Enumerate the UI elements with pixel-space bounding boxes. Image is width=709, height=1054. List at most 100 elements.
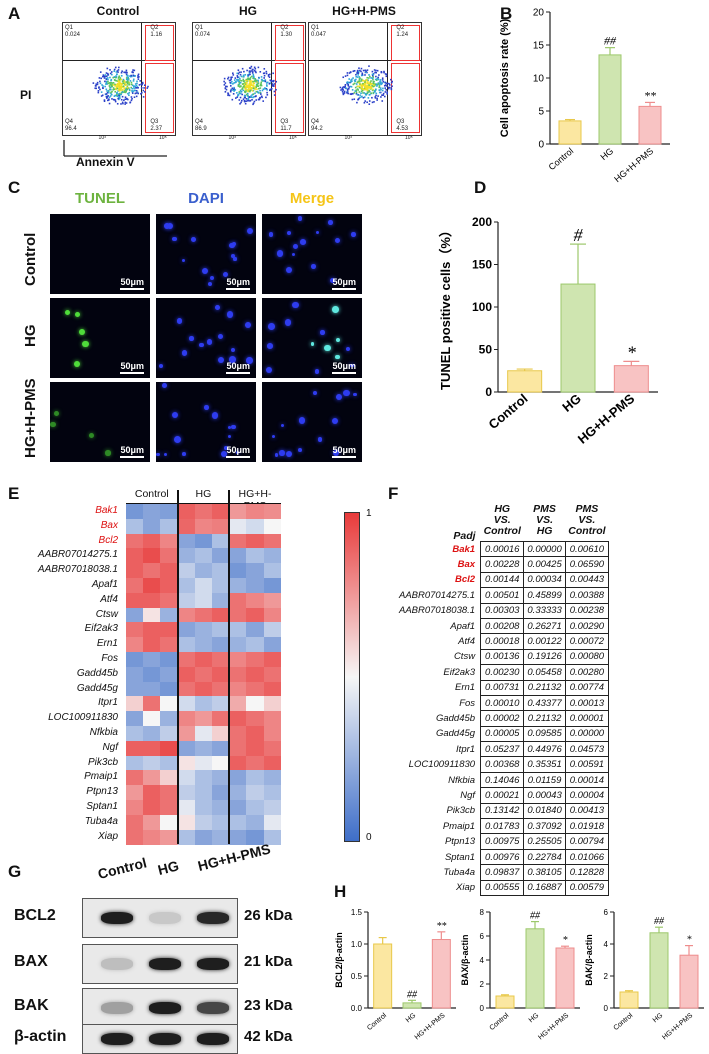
padj-value: 0.00555 (480, 879, 525, 896)
heatmap-cell (212, 592, 230, 608)
flow-gate-q2 (390, 25, 420, 61)
scalebar: 50μm (332, 445, 356, 458)
cell-dot (246, 357, 253, 364)
heatmap-cell (194, 681, 213, 697)
padj-value: 0.00443 (564, 571, 610, 589)
micrograph-2-2: 50μm (262, 382, 362, 462)
flow-gate-h (193, 59, 305, 61)
heatmap-cell (177, 607, 196, 623)
bar-chart-H2-1 (525, 928, 545, 1009)
heatmap-cell (177, 829, 196, 845)
heatmap-cell (246, 666, 264, 682)
heatmap-gene-15: Nfkbia (89, 727, 118, 738)
flow-xtick-0-0: 10³ (98, 135, 106, 141)
heatmap-cell (194, 755, 213, 771)
table-row: Bak1 0.00016 0.00000 0.00610 (396, 540, 610, 558)
heatmap-gene-18: Pmaip1 (84, 771, 118, 783)
scalebar: 50μm (226, 445, 250, 458)
flow-xtick-1-1: 10⁵ (289, 135, 297, 141)
cell-dot (191, 237, 197, 242)
heatmap-cell (194, 696, 213, 712)
ylabel-chart-D: TUNEL positive cells（%） (438, 224, 453, 390)
panel-label-a: A (8, 4, 21, 23)
ytick-chart-H2-0: 0 (480, 1004, 485, 1013)
padj-row-header: Padj (453, 529, 476, 542)
ytick-chart-D-0: 0 (485, 385, 492, 399)
heatmap-cell (160, 518, 178, 534)
tunel-row-2: HG+H-PMS (22, 378, 39, 458)
padj-value: 0.00731 (480, 679, 525, 696)
padj-value: 0.00368 (480, 756, 525, 773)
padj-value: 0.05237 (480, 741, 525, 758)
heatmap-cell (263, 785, 282, 801)
cell-dot (171, 412, 178, 419)
padj-gene: Xiap (456, 882, 476, 894)
heatmap-cell (246, 696, 264, 712)
heatmap-cell (160, 696, 178, 712)
flow-xtick-0-1: 10⁵ (159, 135, 167, 141)
flow-q4-1: Q4 86.9 (195, 119, 207, 132)
cell-dot (286, 230, 292, 236)
heatmap-gene-7: Ctsw (95, 608, 118, 620)
cell-dot (267, 343, 273, 349)
ylabel-chart-H1: BCL2/β-actin (334, 932, 344, 988)
heatmap-cell (263, 814, 282, 830)
micrograph-1-1: 50μm (156, 298, 256, 378)
cell-dot (265, 367, 272, 374)
heatmap-cell (212, 696, 230, 712)
ytick-chart-H1-0: 0.0 (351, 1004, 363, 1013)
cell-dot (274, 453, 279, 457)
heatmap-cell (194, 711, 213, 727)
heatmap-cell (263, 726, 282, 742)
ytick-chart-B-3: 15 (533, 41, 545, 52)
padj-gene: Ctsw (453, 651, 476, 663)
heatmap-cell (246, 592, 264, 608)
heatmap-gene-20: Sptan1 (86, 801, 118, 812)
cell-dot (332, 417, 339, 424)
flow-scatter-1 (223, 65, 278, 106)
heatmap-cell (160, 785, 178, 801)
wb-band (197, 912, 229, 924)
heatmap-gene-12: Gadd45g (76, 682, 118, 694)
padj-col-header-2: PMS VS. Control (568, 503, 606, 537)
heatmap-cell (229, 518, 247, 534)
heatmap-gene-11: Gadd45b (76, 667, 118, 679)
colorbar-min: 0 (366, 832, 372, 843)
xtick-chart-D-0: Control (486, 391, 531, 432)
cell-dot (292, 301, 299, 309)
cell-dot (297, 215, 303, 221)
ytick-chart-H2-4: 8 (480, 908, 485, 917)
flow-q2-2: Q2 1.24 (396, 25, 409, 38)
heatmap-cell (194, 770, 213, 786)
heatmap-cell (126, 800, 144, 816)
padj-gene: Eif2ak3 (443, 666, 476, 678)
flow-gate-v (141, 23, 143, 135)
cell-dot (181, 258, 186, 262)
padj-value: 0.01783 (480, 818, 525, 835)
heatmap-cell (246, 607, 264, 623)
heatmap-cell (212, 518, 230, 534)
cell-dot (176, 317, 183, 324)
cell-dot (74, 361, 81, 367)
heatmap-cell (229, 548, 247, 564)
heatmap-cell (177, 755, 196, 771)
heatmap-gene-8: Eif2ak3 (84, 623, 118, 635)
padj-value: 0.00501 (480, 587, 525, 604)
heatmap-cell (194, 607, 213, 623)
heatmap-group-0: Control (134, 488, 169, 500)
flow-ylabel: PI (20, 88, 32, 102)
cell-dot (209, 276, 214, 281)
wb-kda-2: 23 kDa (244, 997, 293, 1014)
scalebar-line (226, 372, 250, 374)
heatmap-cell (194, 518, 213, 534)
heatmap-cell (177, 504, 196, 520)
heatmap-cell (246, 637, 264, 653)
heatmap-cell (194, 592, 213, 608)
heatmap-cell (143, 637, 161, 653)
padj-value: 0.13142 (480, 802, 525, 820)
cell-dot (105, 450, 111, 456)
scalebar-label: 50μm (332, 445, 356, 455)
padj-value: 0.00034 (523, 571, 566, 589)
padj-value: 0.14046 (480, 771, 525, 789)
padj-value: 0.38105 (523, 864, 566, 881)
